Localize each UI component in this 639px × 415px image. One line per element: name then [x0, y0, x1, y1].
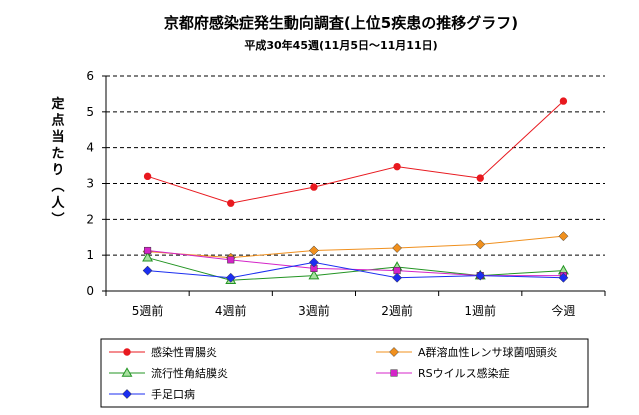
y-tick-label: 5 — [86, 105, 94, 119]
data-point — [144, 246, 152, 255]
data-point — [227, 256, 235, 264]
legend-item: 感染性胃腸炎 — [109, 345, 217, 359]
x-tick-label: 1週前 — [464, 303, 496, 318]
x-tick-label: 2週前 — [381, 303, 413, 318]
series-line — [147, 257, 564, 281]
legend-label: 手足口病 — [151, 387, 195, 401]
x-tick-label: 4週前 — [215, 303, 247, 318]
y-tick-label: 0 — [86, 284, 94, 298]
legend-item: 流行性角結膜炎 — [109, 366, 228, 380]
y-axis-label-text: 定点当たり︵人︶ — [50, 96, 65, 228]
legend-label: 流行性角結膜炎 — [151, 366, 228, 380]
y-tick-label: 4 — [86, 141, 94, 155]
legend-marker — [389, 347, 399, 357]
legend-item: 手足口病 — [109, 387, 195, 401]
chart-title: 京都府感染症発生動向調査(上位5疾患の推移グラフ) — [164, 14, 518, 32]
legend-item: RSウイルス感染症 — [376, 366, 510, 380]
plot-area: 0 1 2 3 4 5 6 5週前 4週前 3週前 2週前 1週前 今週 — [86, 69, 606, 318]
data-point — [392, 243, 403, 253]
legend-marker — [122, 389, 132, 399]
series-0 — [143, 97, 568, 207]
x-tick-label: 今週 — [551, 303, 575, 318]
legend-item: A群溶血性レンサ球菌咽頭炎 — [376, 345, 558, 359]
data-point — [558, 272, 569, 283]
y-axis-label: 定点当たり︵人︶ — [50, 96, 65, 228]
data-point — [559, 97, 568, 105]
data-point — [393, 162, 401, 171]
series-1 — [142, 231, 569, 263]
data-point — [558, 231, 569, 242]
data-point — [392, 272, 403, 283]
legend-label: RSウイルス感染症 — [418, 366, 510, 380]
series-line — [147, 250, 564, 277]
data-point — [142, 265, 153, 276]
x-tick-label: 3週前 — [298, 303, 330, 318]
y-tick-label: 6 — [86, 69, 94, 83]
y-tick-label: 1 — [86, 248, 94, 262]
data-point — [308, 257, 319, 268]
data-point — [227, 199, 235, 207]
legend-box — [100, 338, 589, 408]
data-point — [310, 183, 318, 191]
legend-label: 感染性胃腸炎 — [151, 345, 217, 359]
legend-label: A群溶血性レンサ球菌咽頭炎 — [418, 345, 558, 359]
data-point — [308, 269, 320, 280]
series-line — [147, 100, 564, 204]
legend-marker — [390, 369, 398, 377]
data-point — [143, 172, 152, 181]
x-tick-label: 5週前 — [132, 303, 164, 318]
data-point — [225, 272, 236, 283]
legend-marker — [121, 367, 133, 377]
data-point — [475, 239, 486, 250]
series-layer — [142, 97, 569, 285]
data-point — [475, 270, 486, 281]
series-4 — [142, 257, 569, 283]
data-point — [476, 174, 484, 182]
y-tick-label: 2 — [86, 212, 94, 226]
data-point — [142, 251, 154, 262]
data-point — [308, 245, 319, 256]
series-line — [147, 235, 564, 259]
legend-marker — [123, 348, 131, 356]
y-tick-label: 3 — [86, 177, 94, 191]
series-line — [147, 261, 564, 279]
chart-subtitle: 平成30年45週(11月5日～11月11日) — [244, 38, 437, 52]
